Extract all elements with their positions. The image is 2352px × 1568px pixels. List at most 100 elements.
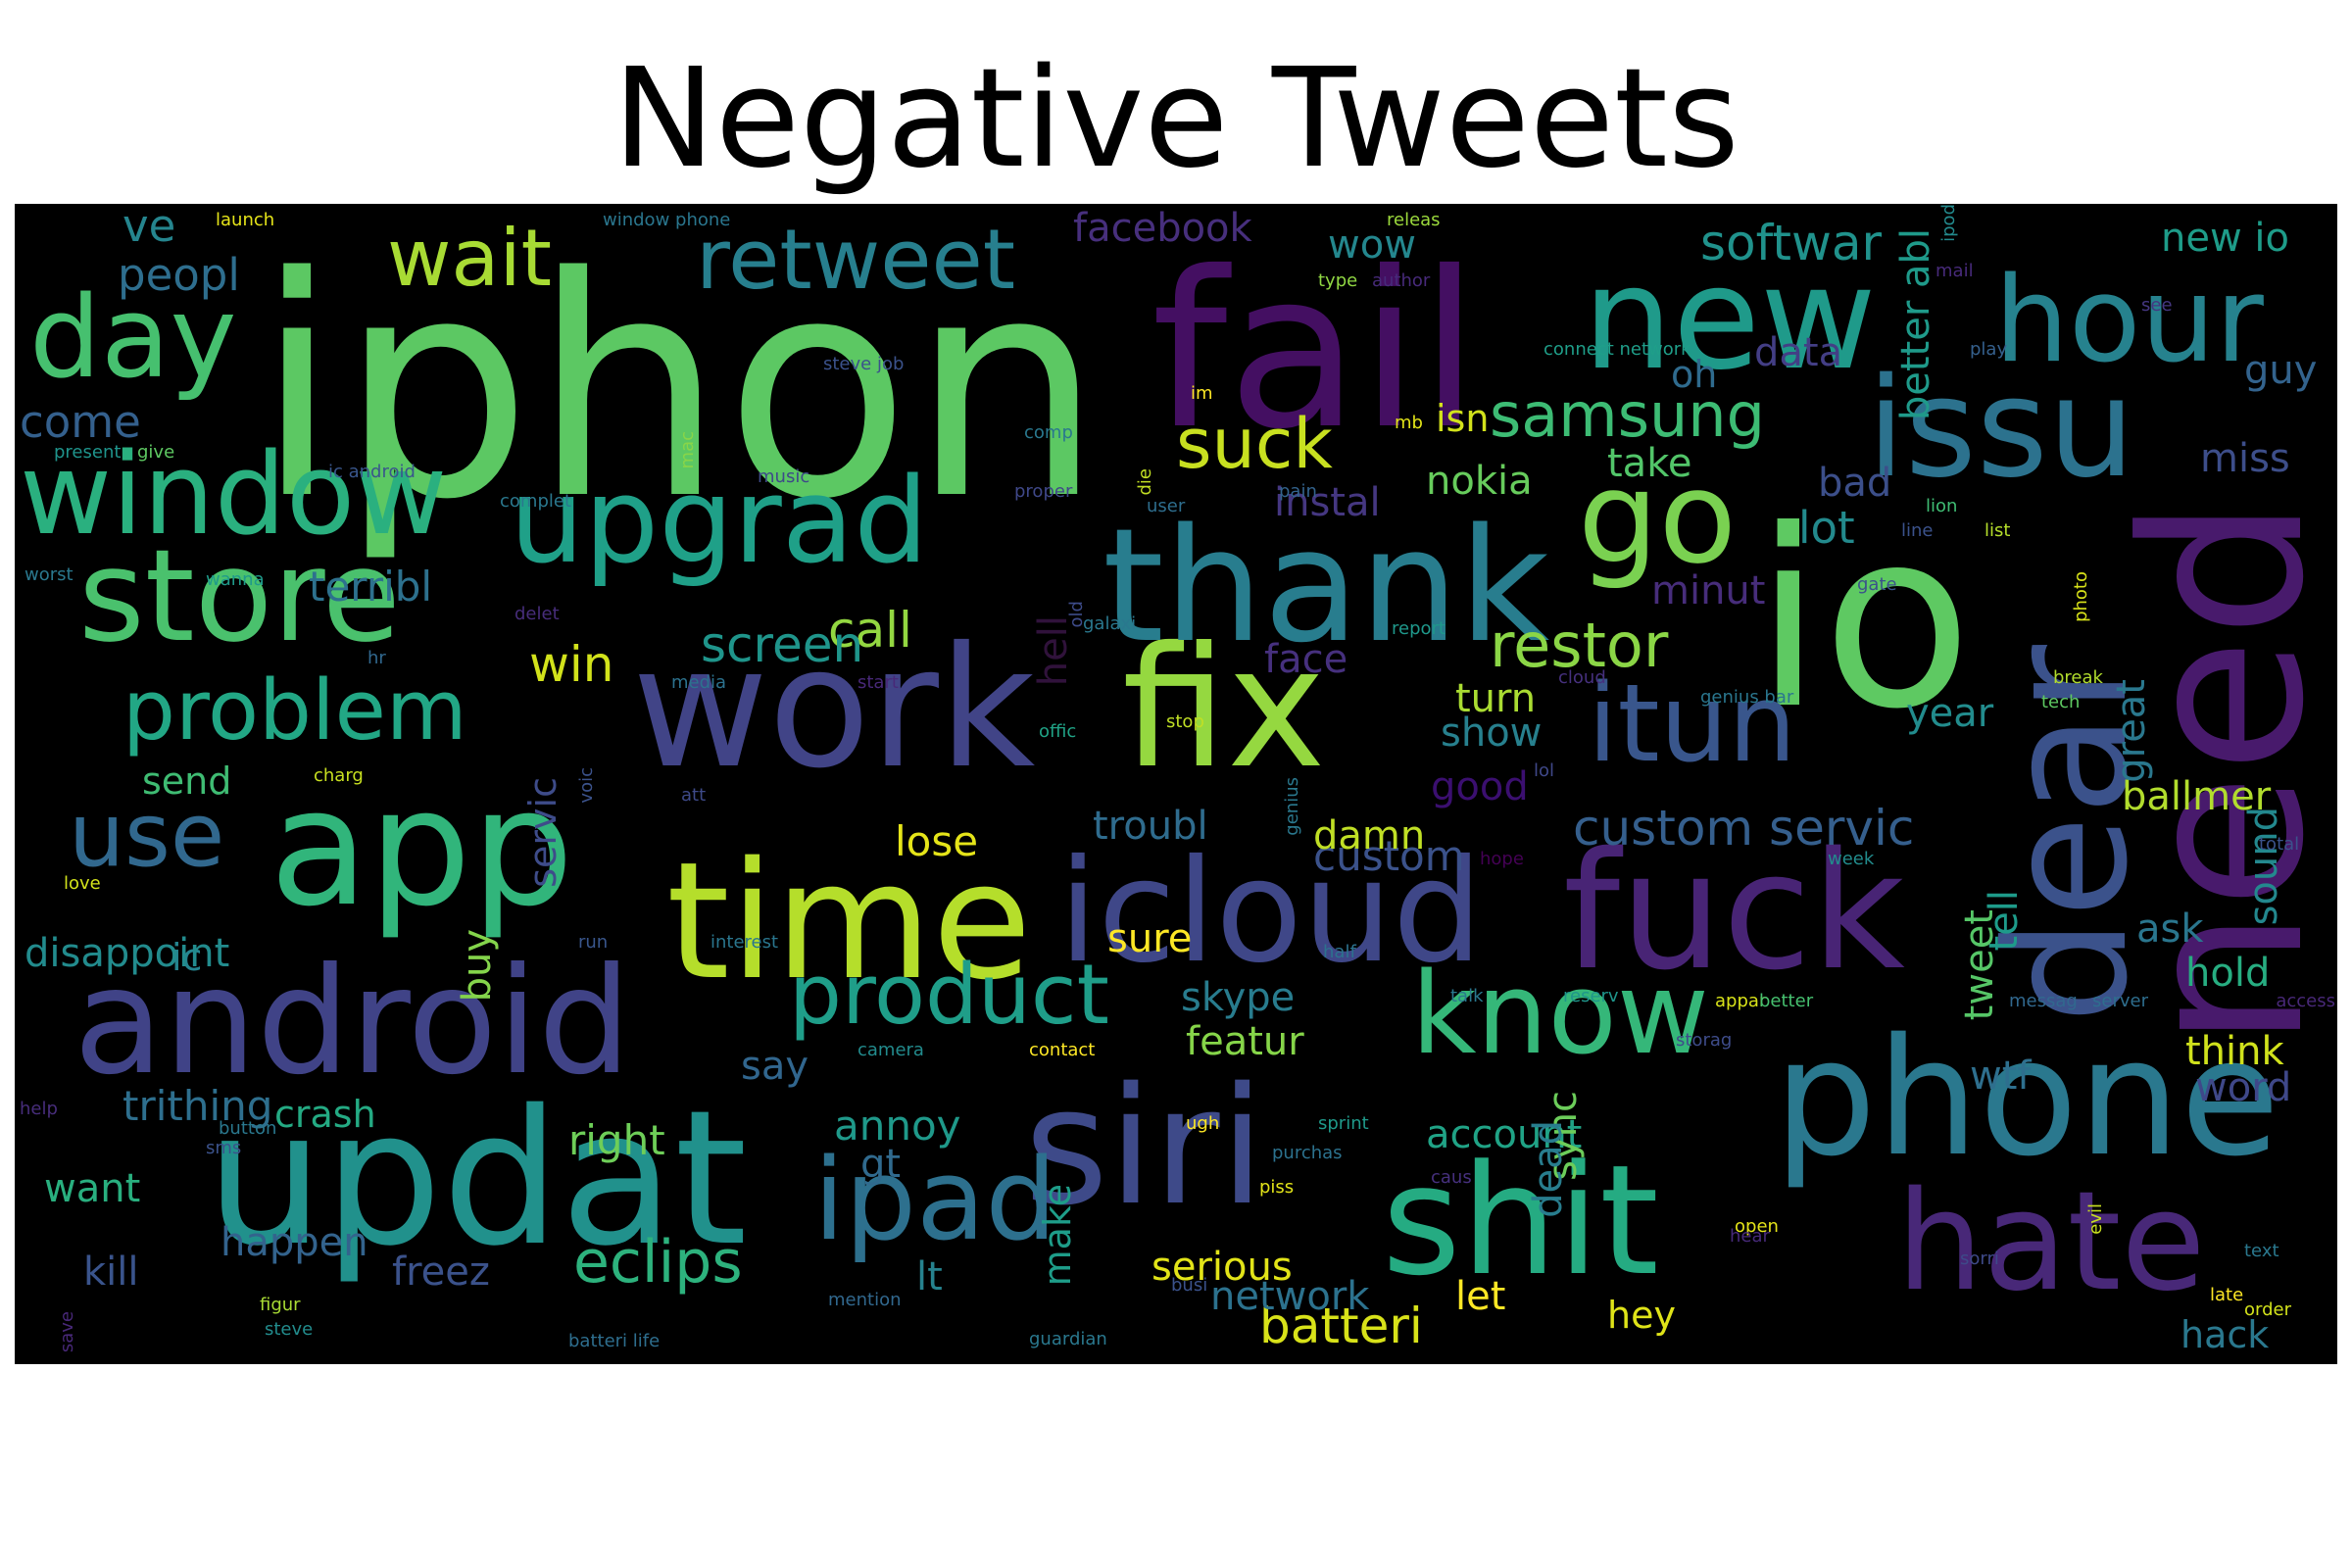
cloud-word: help — [20, 1101, 58, 1118]
cloud-word: servic — [524, 777, 562, 888]
cloud-word: purchas — [1272, 1145, 1343, 1162]
cloud-word: face — [1264, 640, 1348, 679]
cloud-word: terribl — [309, 566, 432, 608]
cloud-word: tech — [2041, 694, 2080, 711]
cloud-word: better abl — [1896, 228, 1936, 420]
cloud-word: suck — [1176, 410, 1333, 478]
cloud-word: mac — [679, 431, 697, 468]
cloud-word: hear — [1730, 1228, 1770, 1246]
cloud-word: total — [2259, 836, 2299, 854]
cloud-word: break — [2053, 669, 2103, 687]
cloud-word: say — [741, 1047, 808, 1086]
cloud-word: evil — [2087, 1203, 2105, 1235]
cloud-word: busi — [1171, 1277, 1207, 1295]
cloud-word: offic — [1039, 723, 1076, 741]
cloud-word: ipod — [1940, 204, 1958, 242]
cloud-word: win — [529, 640, 613, 689]
cloud-word: att — [681, 787, 706, 805]
cloud-word: crash — [274, 1096, 376, 1133]
cloud-word: genius bar — [1700, 689, 1793, 707]
cloud-word: piss — [1259, 1179, 1294, 1197]
word-cloud: iphon fail new hour issu go io need dear work fix a… — [15, 204, 2337, 1364]
cloud-word: product — [789, 954, 1109, 1037]
cloud-word: wow — [1328, 225, 1416, 265]
cloud-word: order — [2244, 1301, 2291, 1319]
cloud-word: caus — [1431, 1169, 1472, 1187]
cloud-word: retweet — [696, 219, 1015, 302]
cloud-word: text — [2244, 1243, 2279, 1260]
cloud-word: hack — [2180, 1316, 2269, 1353]
cloud-word: proper — [1014, 483, 1072, 501]
cloud-word: sprint — [1318, 1115, 1369, 1133]
cloud-word: run — [578, 934, 608, 952]
cloud-word: line — [1901, 522, 1933, 540]
cloud-word: report — [1392, 620, 1446, 638]
cloud-word: itun — [1588, 669, 1796, 777]
cloud-word: shit — [1382, 1145, 1659, 1297]
cloud-word: talk — [1450, 988, 1484, 1005]
cloud-word: buy — [458, 929, 497, 1002]
cloud-word: take — [1607, 444, 1692, 483]
cloud-word: wait — [387, 220, 552, 298]
cloud-word: oh — [1671, 356, 1717, 393]
cloud-word: hey — [1607, 1297, 1676, 1334]
cloud-word: access — [2276, 993, 2335, 1010]
cloud-word: show — [1441, 713, 1542, 753]
cloud-word: let — [1455, 1277, 1505, 1316]
cloud-word: facebook — [1073, 209, 1252, 248]
cloud-word: lion — [1926, 498, 1957, 515]
cloud-word: delet — [514, 606, 560, 623]
cloud-word: upgrad — [510, 464, 928, 581]
cloud-word: annoy — [834, 1105, 961, 1147]
cloud-word: isn — [1436, 400, 1489, 437]
cloud-word: samsung — [1490, 385, 1765, 446]
cloud-word: ipad — [813, 1145, 1056, 1257]
cloud-word: lose — [895, 821, 978, 862]
cloud-word: make — [1039, 1184, 1076, 1286]
cloud-word: launch — [216, 212, 274, 229]
cloud-word: great — [2112, 679, 2151, 783]
cloud-word: user — [1147, 498, 1185, 515]
cloud-word: guardian — [1029, 1331, 1107, 1348]
cloud-word: lt — [916, 1257, 943, 1297]
cloud-word: voic — [578, 767, 596, 804]
cloud-word: hold — [2185, 954, 2270, 993]
cloud-word: ugh — [1186, 1115, 1219, 1133]
cloud-word: guy — [2244, 351, 2317, 390]
cloud-word: want — [44, 1169, 140, 1208]
cloud-word: half — [1323, 944, 1356, 961]
cloud-word: bad — [1818, 464, 1891, 503]
cloud-word: interest — [710, 934, 778, 952]
cloud-word: ic android — [328, 464, 416, 481]
cloud-word: play — [1970, 341, 2007, 359]
cloud-word: storag — [1676, 1032, 1732, 1050]
cloud-word: media — [671, 674, 726, 692]
cloud-word: custom servic — [1573, 804, 1914, 853]
cloud-word: charg — [314, 767, 364, 785]
cloud-word: hr — [368, 650, 386, 667]
cloud-word: sure — [1107, 919, 1192, 958]
cloud-word: use — [69, 792, 224, 880]
cloud-word: freez — [392, 1252, 490, 1292]
cloud-word: ve — [122, 204, 175, 248]
cloud-word: kill — [83, 1252, 139, 1292]
cloud-word: photo — [2073, 571, 2090, 622]
cloud-word: damn — [1313, 816, 1425, 856]
cloud-word: music — [758, 468, 809, 486]
cloud-word: problem — [122, 669, 467, 753]
cloud-word: die — [1137, 468, 1154, 496]
cloud-word: present — [54, 444, 121, 462]
cloud-word: hate — [1896, 1174, 2206, 1311]
cloud-word: year — [1906, 694, 1993, 733]
cloud-word: miss — [2200, 439, 2290, 478]
cloud-word: late — [2210, 1287, 2243, 1304]
cloud-word: genius — [1284, 777, 1301, 836]
cloud-word: disappoint — [24, 934, 229, 973]
cloud-word: gt — [860, 1145, 901, 1184]
cloud-word: steve — [265, 1321, 313, 1339]
cloud-word: sms — [206, 1140, 241, 1157]
cloud-word: dead — [1529, 1120, 1568, 1218]
cloud-word: batteri life — [568, 1333, 660, 1350]
cloud-word: cloud — [1558, 669, 1606, 687]
cloud-word: worst — [24, 566, 74, 584]
